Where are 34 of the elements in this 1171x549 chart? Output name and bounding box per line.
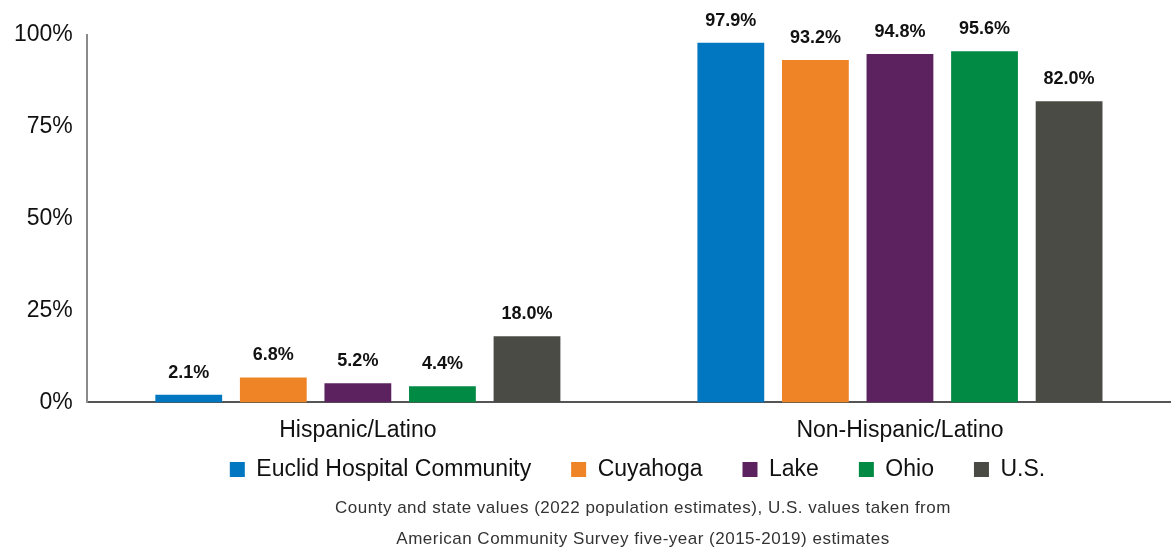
bar (866, 54, 934, 403)
bar (951, 51, 1018, 403)
bar (1035, 101, 1103, 403)
data-label: 6.8% (252, 344, 294, 365)
bar (697, 42, 765, 403)
legend-label: Ohio (885, 454, 934, 481)
text: County and state values (2022 population estimates), U.S. values taken from (334, 497, 952, 519)
bar (155, 394, 223, 403)
bar (493, 336, 561, 403)
data-label: 95.6% (959, 18, 1011, 39)
data-label: 93.2% (789, 26, 841, 47)
bar (781, 59, 849, 403)
x-tick-label: Non-Hispanic/Latino (796, 415, 1004, 442)
data-label: 2.1% (168, 361, 210, 382)
x-tick-label: Hispanic/Latino (279, 415, 437, 442)
y-tick-label: 100% (14, 20, 73, 47)
legend-label: U.S. (1000, 454, 1046, 481)
data-label: 5.2% (337, 350, 379, 371)
y-tick-label: 50% (26, 204, 73, 231)
data-label: 18.0% (501, 303, 553, 324)
legend-label: Cuyahoga (597, 454, 703, 481)
data-label: 4.4% (421, 353, 463, 374)
text: American Community Survey five-year (2015-2019) estimates (395, 528, 891, 549)
legend-label: Lake (769, 454, 819, 481)
data-label: 82.0% (1043, 68, 1095, 89)
legend-label: Euclid Hospital Community (256, 454, 532, 481)
bar (409, 386, 476, 403)
data-label: 97.9% (705, 9, 757, 30)
data-label: 94.8% (874, 21, 926, 42)
y-tick-label: 0% (39, 387, 73, 414)
y-tick-label: 75% (26, 112, 73, 139)
y-tick-label: 25% (26, 295, 73, 322)
bar (324, 383, 392, 403)
bar (239, 377, 307, 403)
